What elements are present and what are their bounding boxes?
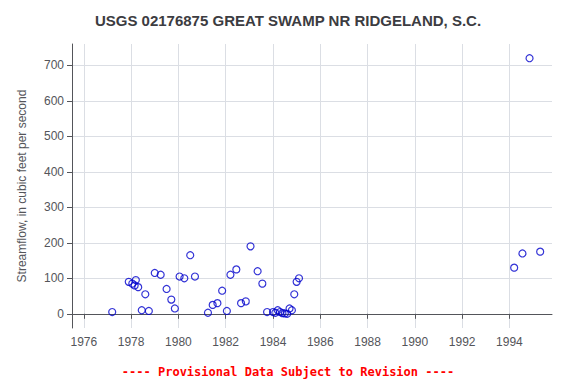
svg-text:1978: 1978 — [118, 335, 145, 349]
svg-text:500: 500 — [44, 129, 64, 143]
svg-text:300: 300 — [44, 200, 64, 214]
svg-text:1980: 1980 — [165, 335, 192, 349]
svg-text:1988: 1988 — [354, 335, 381, 349]
svg-text:1982: 1982 — [212, 335, 239, 349]
svg-text:0: 0 — [57, 307, 64, 321]
svg-text:1976: 1976 — [70, 335, 97, 349]
svg-text:600: 600 — [44, 94, 64, 108]
svg-text:1986: 1986 — [307, 335, 334, 349]
svg-text:1984: 1984 — [260, 335, 287, 349]
svg-text:400: 400 — [44, 165, 64, 179]
svg-text:700: 700 — [44, 58, 64, 72]
svg-text:200: 200 — [44, 236, 64, 250]
svg-text:USGS 02176875 GREAT SWAMP NR R: USGS 02176875 GREAT SWAMP NR RIDGELAND, … — [95, 12, 481, 29]
svg-text:---- Provisional Data Subject: ---- Provisional Data Subject to Revisio… — [122, 365, 454, 379]
svg-text:100: 100 — [44, 271, 64, 285]
svg-text:1992: 1992 — [449, 335, 476, 349]
svg-text:Streamflow, in cubic feet per: Streamflow, in cubic feet per second — [15, 90, 29, 283]
svg-text:1994: 1994 — [496, 335, 523, 349]
svg-text:1990: 1990 — [402, 335, 429, 349]
